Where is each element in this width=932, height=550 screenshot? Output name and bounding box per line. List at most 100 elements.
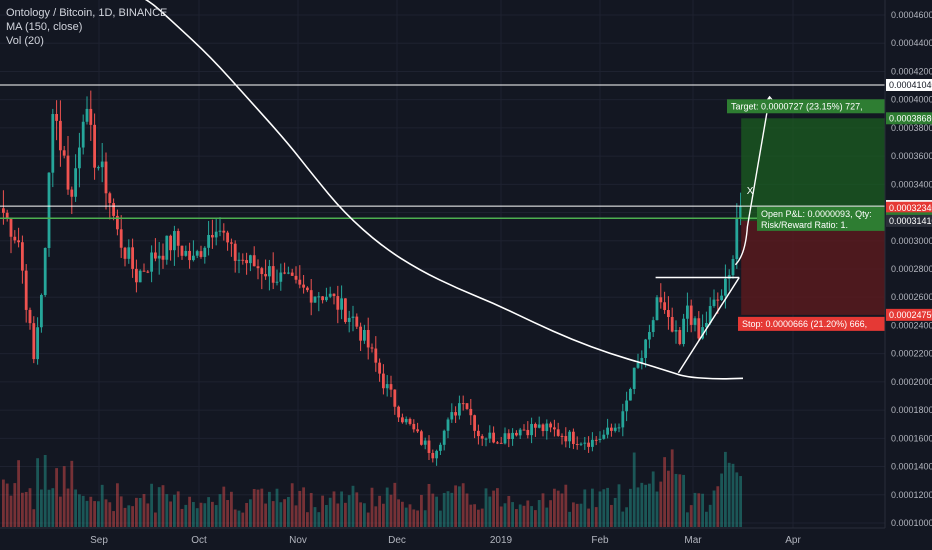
- candle-body: [302, 284, 305, 288]
- candle-body: [511, 432, 514, 439]
- triangle-drawing[interactable]: [655, 276, 740, 374]
- x-tick-label: Oct: [191, 535, 207, 546]
- volume-bar: [313, 507, 317, 527]
- volume-bar: [317, 512, 321, 527]
- price-label-bg: [886, 214, 932, 227]
- candle-body: [21, 242, 24, 271]
- candle-body: [188, 250, 191, 261]
- candle-body: [180, 245, 184, 256]
- y-tick-label: 0.0001000: [891, 518, 932, 528]
- volume-bar: [150, 483, 153, 527]
- volume-bar: [583, 489, 587, 527]
- candle-body: [534, 423, 537, 428]
- candle-body: [575, 443, 579, 445]
- volume-bar: [625, 507, 628, 527]
- candle-body: [556, 429, 560, 436]
- candle-body: [549, 423, 552, 428]
- candle-body: [412, 423, 416, 430]
- symbol-title[interactable]: Ontology / Bitcoin, 1D, BINANCE: [6, 7, 168, 19]
- y-tick-label: 0.0001200: [891, 490, 932, 500]
- candle-body: [241, 259, 245, 261]
- candle-body: [427, 440, 431, 453]
- volume-bar: [442, 492, 446, 527]
- volume-bar: [218, 494, 222, 527]
- candle-body: [74, 168, 77, 197]
- candle-body: [458, 403, 461, 416]
- candle-body: [541, 424, 545, 432]
- candle-body: [2, 208, 5, 213]
- candle-body: [450, 412, 454, 420]
- target-label[interactable]: Target: 0.0000727 (23.15%) 727,: [727, 99, 885, 114]
- volume-bar: [720, 473, 723, 527]
- volume-bar: [480, 508, 484, 527]
- y-tick-label: 0.0004200: [891, 66, 932, 76]
- volume-bar: [708, 504, 712, 527]
- candle-body: [651, 320, 655, 333]
- candle-body: [594, 439, 598, 441]
- volume-bar: [670, 449, 674, 527]
- volume-bar: [131, 506, 134, 527]
- candle-body: [621, 411, 625, 428]
- volume-bar: [617, 484, 621, 527]
- candle-body: [104, 161, 108, 194]
- volume-bar: [378, 495, 381, 527]
- y-tick-label: 0.0003400: [891, 179, 932, 189]
- candle-body: [13, 236, 17, 241]
- candle-body: [275, 281, 279, 283]
- volume-bar: [579, 503, 583, 527]
- time-axis[interactable]: Sep Oct Nov Dec 2019 Feb Mar Apr: [0, 527, 885, 546]
- open-pl-label[interactable]: Open P&L: 0.0000093, Qty:Risk/Reward Rat…: [757, 206, 885, 231]
- position-labels[interactable]: Target: 0.0000727 (23.15%) 727, Open P&L:…: [727, 99, 885, 331]
- volume-bar: [591, 488, 594, 527]
- volume-bar: [507, 495, 511, 527]
- volume-bar: [648, 483, 651, 527]
- x-tick-label: Feb: [591, 535, 609, 546]
- volume-bar: [142, 494, 146, 527]
- triangle-support[interactable]: [677, 277, 740, 374]
- volume-bar: [127, 505, 131, 527]
- volume-bar: [332, 491, 336, 527]
- volume-bar: [283, 499, 286, 527]
- volume-bar: [465, 493, 469, 527]
- volume-bar: [237, 510, 241, 527]
- volume-bar: [553, 488, 556, 527]
- candle-body: [161, 255, 165, 260]
- volume-bar: [51, 488, 55, 527]
- open-pl-label-text: Open P&L: 0.0000093, Qty:: [761, 209, 872, 219]
- candle-body: [62, 150, 66, 156]
- volume-bar: [560, 493, 564, 527]
- candle-body: [724, 278, 727, 296]
- candle-body: [214, 231, 218, 238]
- volume-bar: [606, 487, 609, 527]
- volume-bar: [275, 488, 279, 527]
- volume-bar: [165, 494, 169, 527]
- volume-bar: [537, 500, 541, 527]
- candle-body: [245, 260, 248, 264]
- candle-body: [222, 230, 226, 233]
- candle-body: [203, 247, 207, 257]
- stop-zone[interactable]: [741, 220, 885, 315]
- volume-bar: [636, 487, 640, 527]
- volume-indicator-label[interactable]: Vol (20): [6, 35, 44, 47]
- candle-body: [705, 322, 708, 328]
- candle-body: [712, 299, 716, 307]
- candle-body: [473, 415, 476, 431]
- price-label-bg: [886, 112, 932, 125]
- volume-bar: [116, 483, 119, 527]
- volume-bar: [412, 509, 416, 527]
- y-tick-label: 0.0002600: [891, 292, 932, 302]
- stop-label[interactable]: Stop: 0.0000666 (21.20%) 666,: [738, 316, 885, 331]
- volume-bar: [382, 503, 385, 527]
- volume-bar: [104, 499, 108, 527]
- y-tick-label: 0.0003600: [891, 151, 932, 161]
- volume-bar: [89, 496, 93, 527]
- target-zone[interactable]: [741, 118, 885, 221]
- volume-bar: [100, 484, 104, 527]
- price-axis[interactable]: 0.0004600 0.0004400 0.0004200 0.0004000 0.00…: [884, 0, 932, 550]
- ma-indicator-label[interactable]: MA (150, close): [6, 21, 83, 33]
- ma-150-line[interactable]: [2, 0, 744, 380]
- candle-body: [560, 435, 564, 437]
- candle-body: [290, 272, 294, 276]
- candle-body: [344, 298, 347, 322]
